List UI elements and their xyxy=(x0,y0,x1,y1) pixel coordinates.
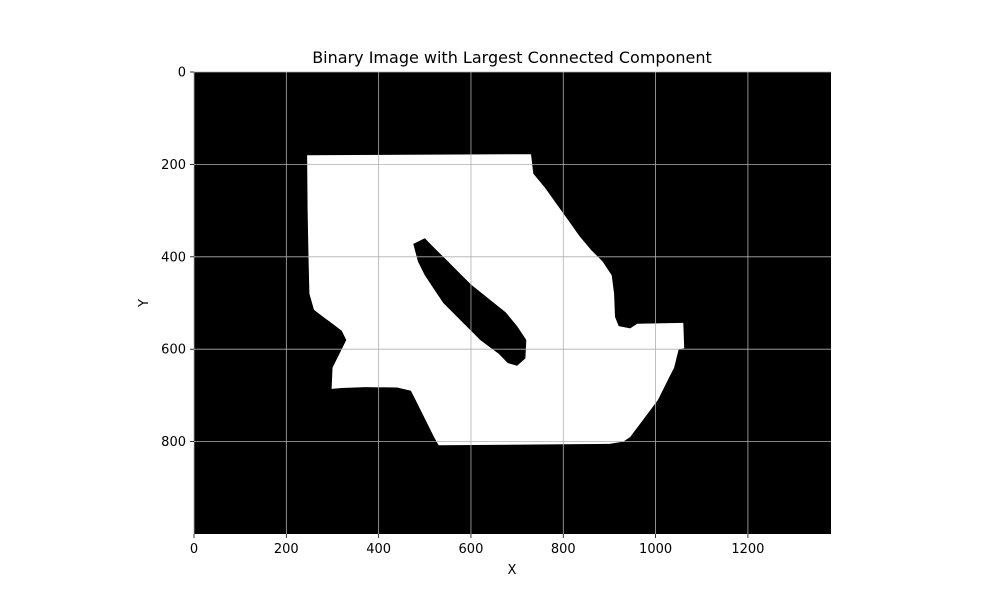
y-tick-label: 200 xyxy=(161,158,186,173)
x-tick-label: 800 xyxy=(551,542,576,557)
y-axis-ticks: 0 200 400 600 800 xyxy=(161,66,194,450)
y-tick-label: 0 xyxy=(178,66,186,81)
x-tick-label: 1200 xyxy=(731,542,764,557)
x-tick-label: 600 xyxy=(459,542,484,557)
x-axis-label: X xyxy=(508,563,517,578)
y-axis-label: Y xyxy=(137,299,152,308)
x-tick-label: 200 xyxy=(274,542,299,557)
grid-lines xyxy=(193,71,831,534)
plot-area xyxy=(193,71,831,534)
x-tick-label: 400 xyxy=(366,542,391,557)
y-tick-label: 800 xyxy=(161,435,186,450)
largest-connected-component xyxy=(307,154,685,446)
x-axis-ticks: 0 200 400 600 800 1000 1200 xyxy=(190,534,764,557)
x-tick-label: 0 xyxy=(190,542,198,557)
chart-title: Binary Image with Largest Connected Comp… xyxy=(312,48,712,67)
y-tick-label: 600 xyxy=(161,343,186,358)
y-tick-label: 400 xyxy=(161,250,186,265)
x-tick-label: 1000 xyxy=(639,542,672,557)
